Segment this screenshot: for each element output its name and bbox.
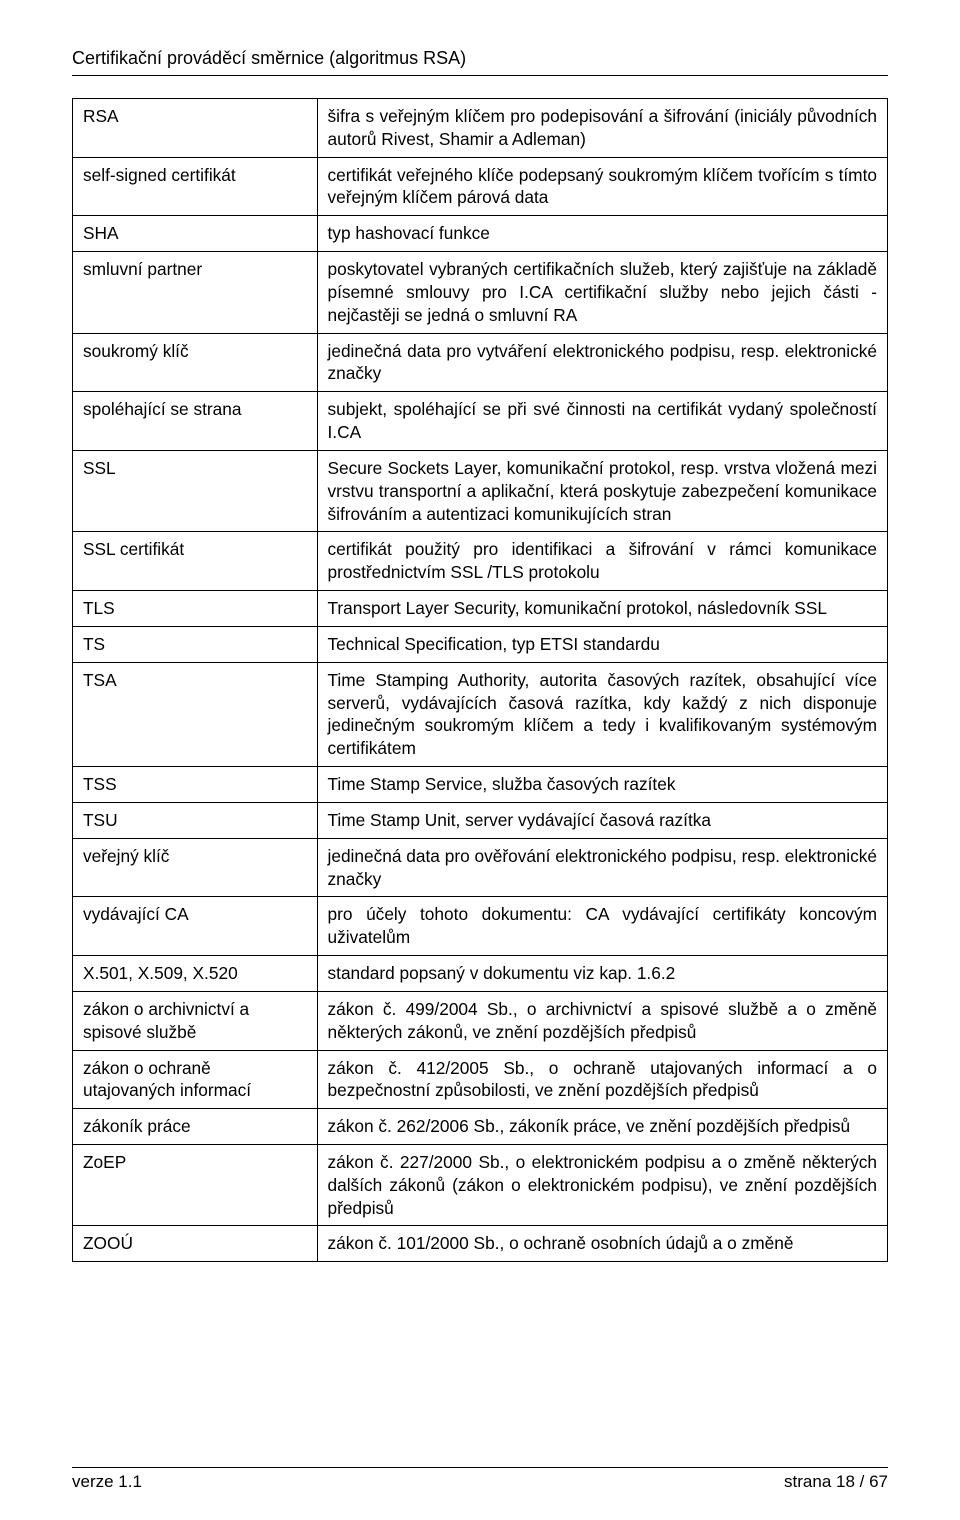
footer-version: verze 1.1 [72,1472,142,1492]
term-cell: SHA [73,216,318,252]
table-row: smluvní partnerposkytovatel vybraných ce… [73,252,888,333]
table-row: TSATime Stamping Authority, autorita čas… [73,662,888,766]
term-cell: SSL [73,450,318,531]
table-row: ZoEPzákon č. 227/2000 Sb., o elektronick… [73,1144,888,1225]
definition-cell: Transport Layer Security, komunikační pr… [317,591,888,627]
table-row: TSUTime Stamp Unit, server vydávající ča… [73,802,888,838]
table-row: veřejný klíčjedinečná data pro ověřování… [73,838,888,897]
table-row: TSTechnical Specification, typ ETSI stan… [73,626,888,662]
definition-cell: zákon č. 412/2005 Sb., o ochraně utajova… [317,1050,888,1109]
term-cell: spoléhající se strana [73,392,318,451]
page-header-title: Certifikační prováděcí směrnice (algorit… [72,48,888,69]
definition-cell: jedinečná data pro vytváření elektronick… [317,333,888,392]
table-row: RSAšifra s veřejným klíčem pro podepisov… [73,99,888,158]
term-cell: self-signed certifikát [73,157,318,216]
definition-cell: Technical Specification, typ ETSI standa… [317,626,888,662]
table-row: TSSTime Stamp Service, služba časových r… [73,767,888,803]
footer-page-number: strana 18 / 67 [784,1472,888,1492]
table-row: SHAtyp hashovací funkce [73,216,888,252]
definition-cell: Secure Sockets Layer, komunikační protok… [317,450,888,531]
table-row: SSLSecure Sockets Layer, komunikační pro… [73,450,888,531]
term-cell: TS [73,626,318,662]
table-row: SSL certifikátcertifikát použitý pro ide… [73,532,888,591]
definition-cell: certifikát použitý pro identifikaci a ši… [317,532,888,591]
footer-rule [72,1467,888,1468]
definition-cell: Time Stamping Authority, autorita časový… [317,662,888,766]
table-row: zákon o archivnictví a spisové službězák… [73,991,888,1050]
table-row: TLSTransport Layer Security, komunikační… [73,591,888,627]
term-cell: zákoník práce [73,1109,318,1145]
term-cell: soukromý klíč [73,333,318,392]
definition-cell: standard popsaný v dokumentu viz kap. 1.… [317,956,888,992]
term-cell: ZOOÚ [73,1226,318,1262]
table-row: ZOOÚzákon č. 101/2000 Sb., o ochraně oso… [73,1226,888,1262]
definition-cell: subjekt, spoléhající se při své činnosti… [317,392,888,451]
definition-cell: jedinečná data pro ověřování elektronick… [317,838,888,897]
term-cell: TLS [73,591,318,627]
definition-cell: certifikát veřejného klíče podepsaný sou… [317,157,888,216]
term-cell: SSL certifikát [73,532,318,591]
table-row: soukromý klíčjedinečná data pro vytvářen… [73,333,888,392]
term-cell: smluvní partner [73,252,318,333]
table-row: spoléhající se stranasubjekt, spoléhajíc… [73,392,888,451]
table-row: zákoník prácezákon č. 262/2006 Sb., záko… [73,1109,888,1145]
term-cell: TSS [73,767,318,803]
term-cell: X.501, X.509, X.520 [73,956,318,992]
table-row: zákon o ochraně utajovaných informacízák… [73,1050,888,1109]
header-rule [72,75,888,76]
page-footer: verze 1.1 strana 18 / 67 [72,1467,888,1492]
term-cell: TSU [73,802,318,838]
table-row: self-signed certifikátcertifikát veřejné… [73,157,888,216]
term-cell: RSA [73,99,318,158]
term-cell: vydávající CA [73,897,318,956]
page: Certifikační prováděcí směrnice (algorit… [0,0,960,1520]
term-cell: veřejný klíč [73,838,318,897]
definition-cell: poskytovatel vybraných certifikačních sl… [317,252,888,333]
definition-cell: zákon č. 262/2006 Sb., zákoník práce, ve… [317,1109,888,1145]
definition-cell: Time Stamp Unit, server vydávající časov… [317,802,888,838]
definition-cell: zákon č. 101/2000 Sb., o ochraně osobníc… [317,1226,888,1262]
definition-cell: zákon č. 499/2004 Sb., o archivnictví a … [317,991,888,1050]
definitions-table: RSAšifra s veřejným klíčem pro podepisov… [72,98,888,1262]
term-cell: TSA [73,662,318,766]
definition-cell: šifra s veřejným klíčem pro podepisování… [317,99,888,158]
definition-cell: zákon č. 227/2000 Sb., o elektronickém p… [317,1144,888,1225]
definition-cell: pro účely tohoto dokumentu: CA vydávajíc… [317,897,888,956]
table-row: vydávající CApro účely tohoto dokumentu:… [73,897,888,956]
table-row: X.501, X.509, X.520standard popsaný v do… [73,956,888,992]
definition-cell: Time Stamp Service, služba časových razí… [317,767,888,803]
term-cell: ZoEP [73,1144,318,1225]
term-cell: zákon o archivnictví a spisové službě [73,991,318,1050]
term-cell: zákon o ochraně utajovaných informací [73,1050,318,1109]
definition-cell: typ hashovací funkce [317,216,888,252]
